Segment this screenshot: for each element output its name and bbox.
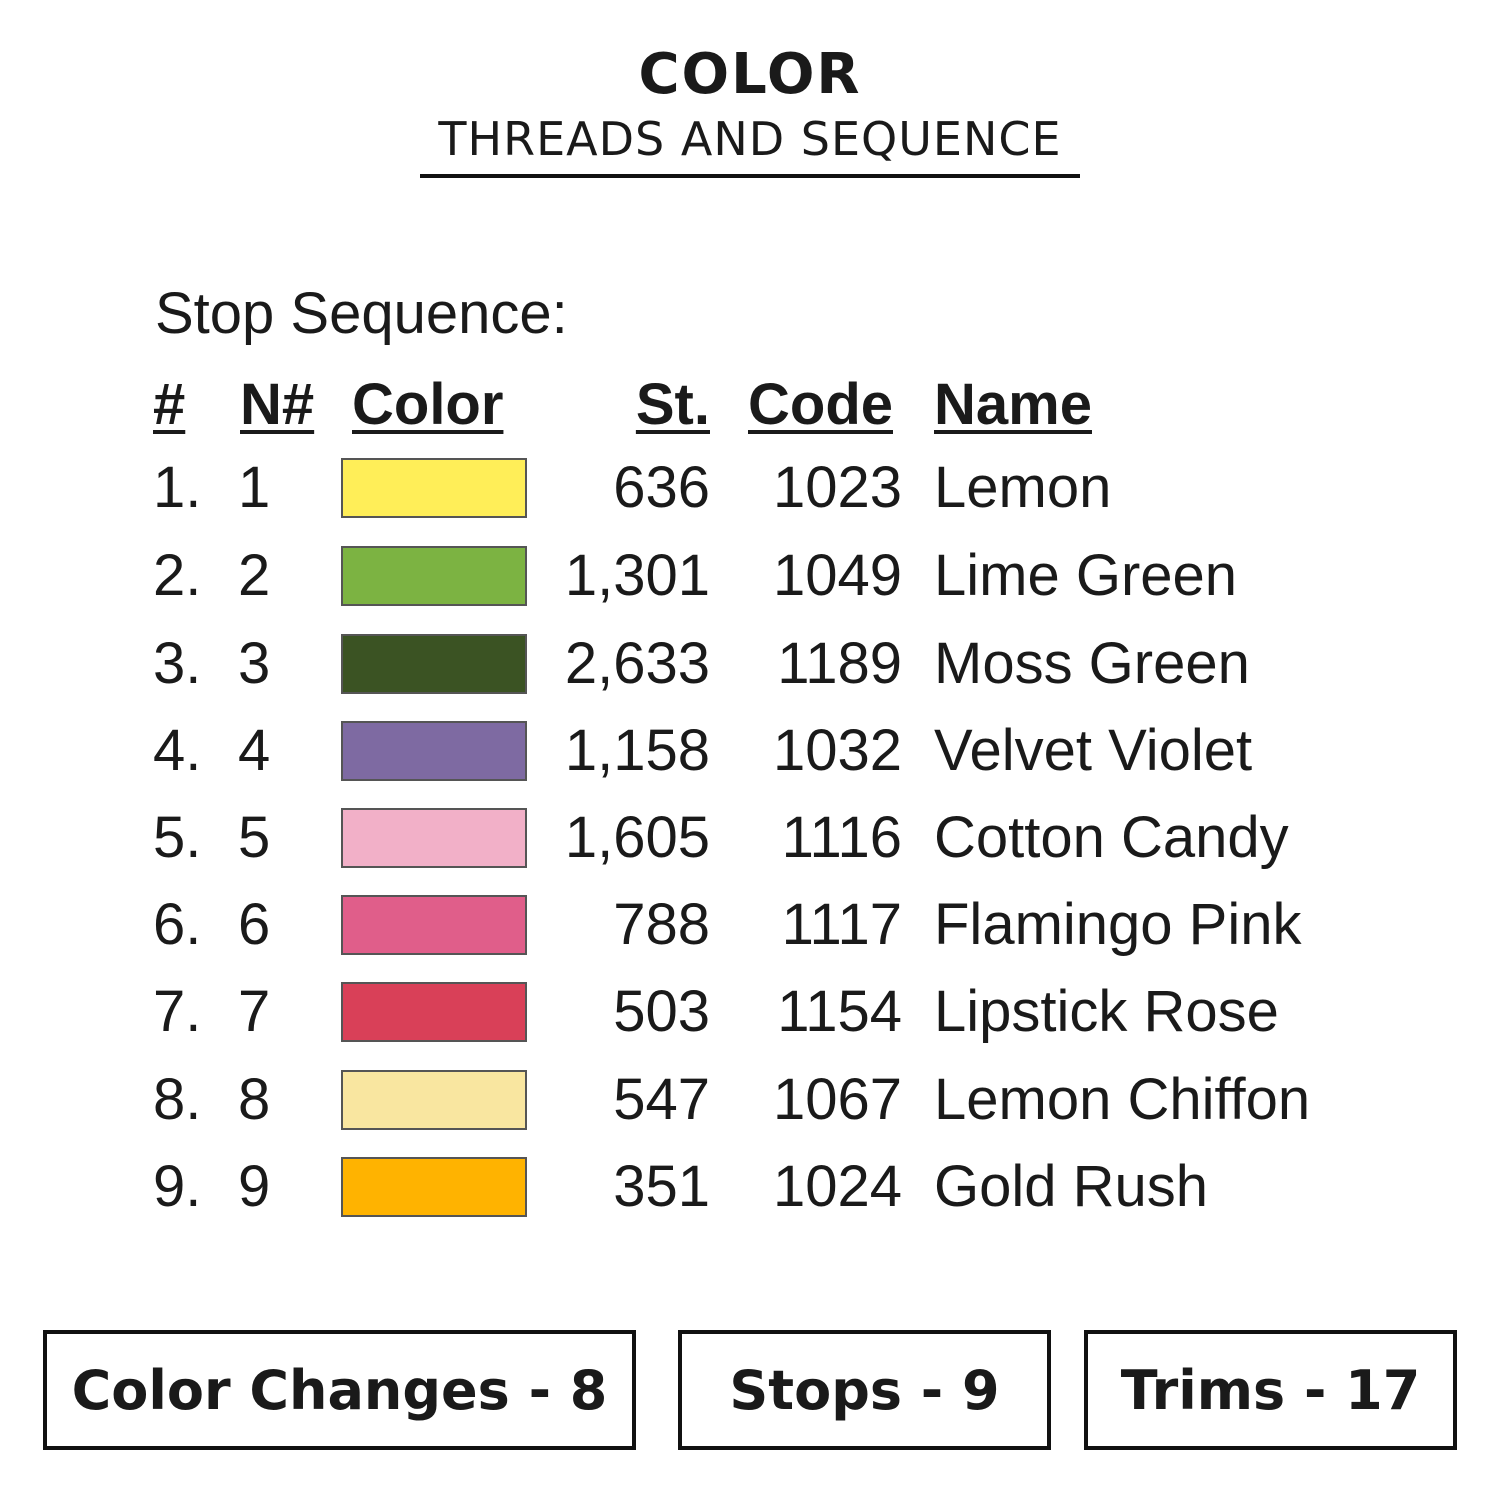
column-header-index: # (153, 372, 186, 437)
row-stitches: 1,605 (564, 805, 710, 870)
row-code: 1117 (781, 892, 902, 957)
column-header-color: Color (352, 372, 504, 437)
column-header-code: Code (748, 372, 893, 437)
row-stitches: 788 (613, 892, 710, 957)
row-code: 1023 (772, 455, 902, 520)
row-index: 3. (153, 631, 202, 696)
row-needle: 4 (238, 718, 271, 783)
row-index: 8. (153, 1067, 202, 1132)
row-stitches: 1,158 (564, 718, 710, 783)
column-header-needle: N# (240, 372, 315, 437)
color-swatch (341, 546, 527, 606)
row-needle: 1 (238, 455, 271, 520)
row-name: Lemon (934, 455, 1112, 520)
color-changes-box: Color Changes - 8 (43, 1330, 636, 1450)
trims-box: Trims - 17 (1084, 1330, 1457, 1450)
color-swatch (341, 634, 527, 694)
row-needle: 3 (238, 631, 271, 696)
row-name: Lemon Chiffon (934, 1067, 1311, 1132)
section-label: Stop Sequence: (155, 281, 568, 346)
color-changes-label: Color Changes - 8 (71, 1358, 608, 1422)
row-needle: 7 (238, 979, 271, 1044)
color-swatch (341, 895, 527, 955)
row-name: Moss Green (934, 631, 1250, 696)
table-row: 5. 5 1,605 1116 Cotton Candy (0, 803, 1500, 891)
row-name: Lipstick Rose (934, 979, 1279, 1044)
trims-label: Trims - 17 (1120, 1358, 1421, 1422)
row-index: 6. (153, 892, 202, 957)
row-code: 1049 (772, 543, 902, 608)
table-row: 4. 4 1,158 1032 Velvet Violet (0, 716, 1500, 804)
row-name: Lime Green (934, 543, 1238, 608)
row-needle: 9 (238, 1154, 271, 1219)
row-stitches: 2,633 (564, 631, 710, 696)
row-name: Cotton Candy (934, 805, 1289, 870)
color-swatch (341, 458, 527, 518)
row-index: 9. (153, 1154, 202, 1219)
row-code: 1189 (777, 631, 902, 696)
color-swatch (341, 1157, 527, 1217)
row-needle: 5 (238, 805, 271, 870)
row-index: 5. (153, 805, 202, 870)
column-header-name: Name (934, 372, 1092, 437)
row-code: 1116 (781, 805, 902, 870)
row-stitches: 1,301 (564, 543, 710, 608)
row-name: Gold Rush (934, 1154, 1209, 1219)
row-needle: 2 (238, 543, 271, 608)
table-row: 1. 1 636 1023 Lemon (0, 453, 1500, 541)
color-swatch (341, 982, 527, 1042)
page-subtitle: THREADS AND SEQUENCE (438, 112, 1062, 166)
color-swatch (341, 808, 527, 868)
page-title: COLOR (638, 42, 862, 107)
table-row: 9. 9 351 1024 Gold Rush (0, 1152, 1500, 1240)
table-row: 7. 7 503 1154 Lipstick Rose (0, 977, 1500, 1065)
row-stitches: 351 (613, 1154, 710, 1219)
row-code: 1024 (772, 1154, 902, 1219)
color-swatch (341, 1070, 527, 1130)
stops-label: Stops - 9 (729, 1358, 1000, 1422)
table-row: 8. 8 547 1067 Lemon Chiffon (0, 1065, 1500, 1153)
table-row: 3. 3 2,633 1189 Moss Green (0, 629, 1500, 717)
row-needle: 8 (238, 1067, 271, 1132)
row-stitches: 503 (613, 979, 710, 1044)
row-index: 7. (153, 979, 202, 1044)
stops-box: Stops - 9 (678, 1330, 1051, 1450)
row-name: Velvet Violet (934, 718, 1253, 783)
row-stitches: 547 (613, 1067, 710, 1132)
row-stitches: 636 (613, 455, 710, 520)
column-header-stitches: St. (635, 372, 710, 437)
table-row: 2. 2 1,301 1049 Lime Green (0, 541, 1500, 629)
row-index: 4. (153, 718, 202, 783)
page-header: COLOR THREADS AND SEQUENCE (0, 40, 1500, 178)
row-needle: 6 (238, 892, 271, 957)
row-index: 2. (153, 543, 202, 608)
row-code: 1032 (772, 718, 902, 783)
row-code: 1154 (777, 979, 902, 1044)
row-index: 1. (153, 455, 202, 520)
color-swatch (341, 721, 527, 781)
row-name: Flamingo Pink (934, 892, 1302, 957)
table-row: 6. 6 788 1117 Flamingo Pink (0, 890, 1500, 978)
row-code: 1067 (772, 1067, 902, 1132)
subtitle-underline: THREADS AND SEQUENCE (420, 110, 1080, 178)
